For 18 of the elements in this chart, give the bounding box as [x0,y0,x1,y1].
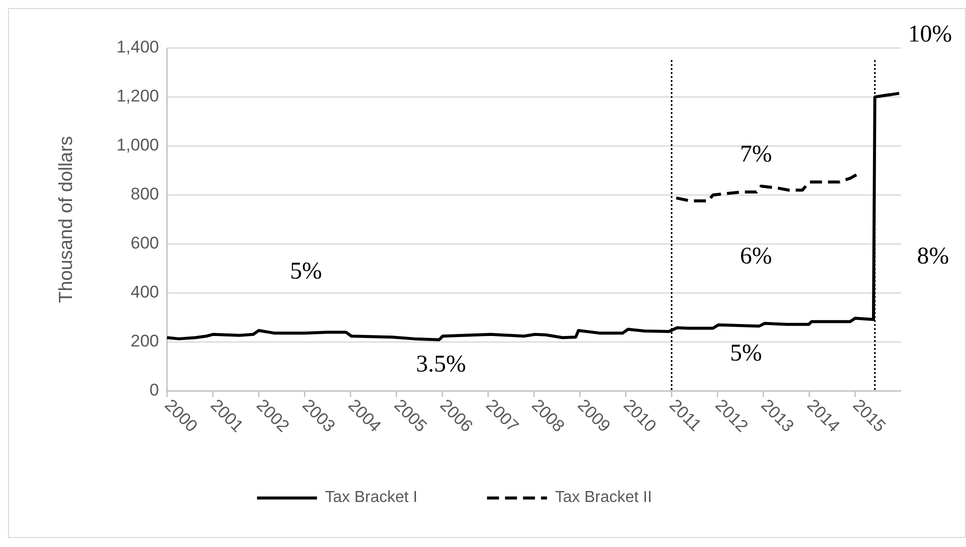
annotation: 7% [740,142,772,168]
y-tick-label: 200 [130,331,159,350]
text: 10% [908,22,952,48]
y-tick-label: 600 [130,233,159,252]
y-tick-label: 0 [150,380,159,400]
legend-label: Tax Bracket I [325,489,418,506]
annotation: 6% [740,244,772,270]
y-tick-label: 1,200 [116,86,159,106]
y-tick-label: 400 [130,282,159,302]
y-tick-label: 1,400 [116,37,159,56]
legend-label: Tax Bracket II [555,489,652,506]
y-tick-label: 800 [130,184,159,204]
annotation: 3.5% [416,352,466,378]
annotation: 5% [290,258,322,285]
text: 8% [917,244,949,270]
y-axis-title: Thousand of dollars [56,136,77,303]
y-tick-label: 1,000 [116,135,159,154]
annotation: 5% [730,340,762,367]
